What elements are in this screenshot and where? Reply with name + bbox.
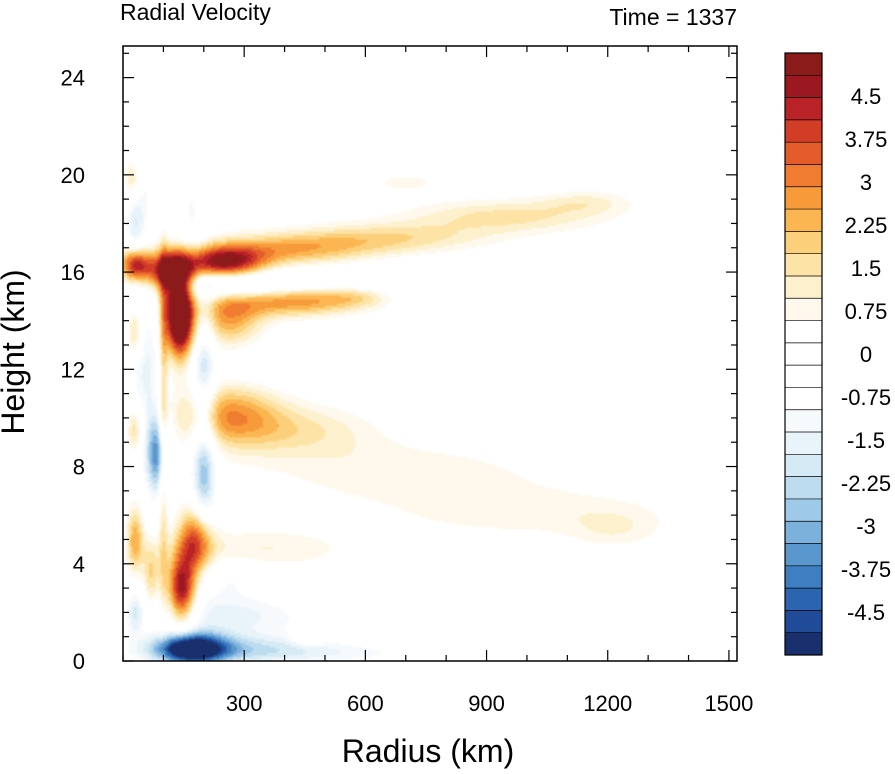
y-tick-label: 8 — [73, 455, 85, 480]
colorbar-swatch — [785, 365, 822, 388]
colorbar-tick-label: 2.25 — [845, 213, 888, 238]
colorbar-swatch — [785, 432, 822, 455]
colorbar-tick-label: -3 — [856, 514, 876, 539]
colorbar-swatch — [785, 409, 822, 433]
colorbar-swatch — [785, 610, 822, 634]
x-axis-label: Radius (km) — [342, 733, 514, 769]
y-tick-label: 4 — [73, 552, 85, 577]
colorbar-tick-label: 1.5 — [851, 256, 882, 281]
x-tick-label: 1200 — [583, 691, 632, 716]
colorbar-swatch — [785, 142, 822, 165]
colorbar-swatch — [785, 320, 822, 344]
colorbar-swatch — [785, 454, 822, 478]
colorbar-swatch — [785, 119, 822, 143]
colorbar — [784, 52, 823, 656]
axis-ticks — [122, 46, 737, 662]
colorbar-swatch — [785, 565, 822, 589]
colorbar-tick-label: -0.75 — [841, 385, 891, 410]
y-tick-label: 12 — [61, 357, 85, 382]
plot-area — [122, 45, 738, 662]
colorbar-swatch — [785, 632, 822, 656]
colorbar-tick-label: -4.5 — [847, 600, 885, 625]
colorbar-swatch — [785, 53, 822, 76]
colorbar-swatch — [785, 231, 822, 255]
y-tick-label: 16 — [61, 260, 85, 285]
colorbar-swatch — [785, 298, 822, 321]
colorbar-tick-label: -2.25 — [841, 471, 891, 496]
colorbar-swatch — [785, 498, 822, 522]
x-tick-label: 900 — [468, 691, 505, 716]
y-axis-tick-labels: 0 4 8 12 16 20 24 — [61, 66, 85, 674]
chart-title: Radial Velocity — [120, 0, 271, 25]
x-tick-label: 300 — [226, 691, 263, 716]
colorbar-frame — [784, 52, 823, 656]
chart-time-label: Time = 1337 — [609, 4, 737, 30]
x-axis-tick-labels: 300 600 900 1200 1500 — [226, 691, 754, 716]
colorbar-swatch — [785, 164, 822, 188]
velocity-heatmap — [123, 46, 737, 661]
plot-frame — [122, 45, 738, 662]
colorbar-swatch — [785, 387, 822, 411]
colorbar-swatch — [785, 588, 822, 611]
colorbar-swatch — [785, 253, 822, 277]
colorbar-tick-label: 0 — [860, 342, 872, 367]
colorbar-tick-label: 0.75 — [845, 299, 888, 324]
colorbar-swatch — [785, 209, 822, 232]
colorbar-swatch — [785, 543, 822, 567]
colorbar-swatch — [785, 476, 822, 500]
y-tick-label: 20 — [61, 163, 85, 188]
colorbar-swatch — [785, 521, 822, 544]
colorbar-tick-label: -3.75 — [841, 557, 891, 582]
x-tick-label: 600 — [347, 691, 384, 716]
y-tick-label: 24 — [61, 66, 85, 91]
colorbar-tick-label: 4.5 — [851, 84, 882, 109]
x-tick-label: 1500 — [704, 691, 753, 716]
colorbar-swatch — [785, 97, 822, 121]
colorbar-swatch — [785, 275, 822, 299]
y-tick-label: 0 — [73, 649, 85, 674]
colorbar-swatch — [785, 186, 822, 210]
colorbar-tick-labels: 4.5 3.75 3 2.25 1.5 0.75 0 -0.75 -1.5 -2.25 -3 -3.7… — [841, 84, 891, 625]
colorbar-tick-label: -1.5 — [847, 428, 885, 453]
colorbar-tick-label: 3 — [860, 170, 872, 195]
colorbar-swatch — [785, 342, 822, 366]
colorbar-tick-label: 3.75 — [845, 127, 888, 152]
y-axis-label: Height (km) — [0, 269, 31, 434]
colorbar-swatch — [785, 75, 822, 98]
